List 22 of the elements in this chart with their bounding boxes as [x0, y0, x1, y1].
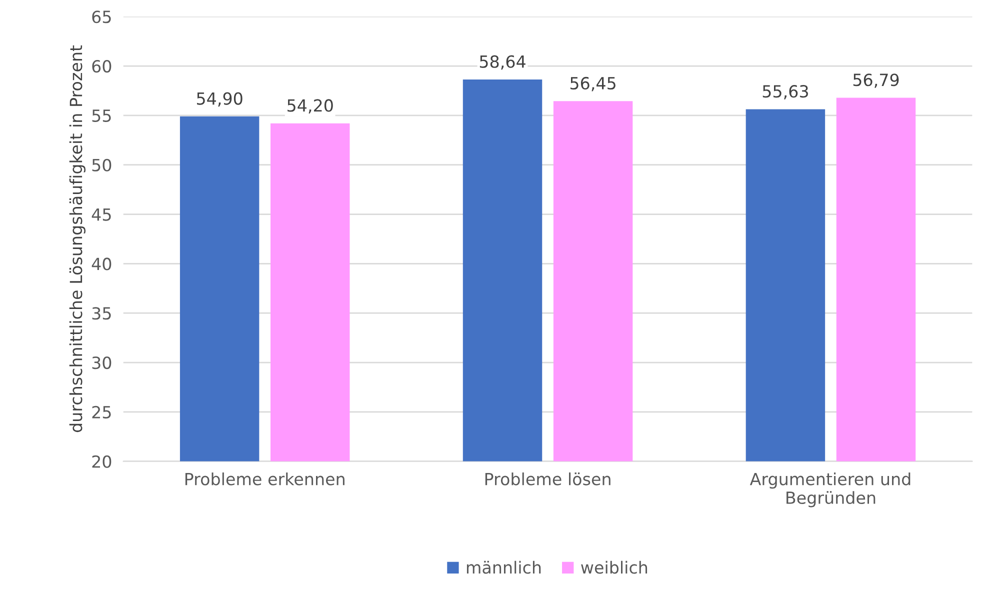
x-tick-label: Probleme lösen	[485, 472, 610, 486]
y-tick-label: 35	[92, 307, 111, 320]
data-label: 56,45	[570, 76, 616, 92]
data-label: 56,79	[853, 74, 899, 88]
x-tick-label: Probleme erkennen	[185, 472, 344, 486]
y-tick-label: 45	[92, 208, 111, 221]
y-tick-label: 60	[92, 60, 112, 73]
y-tick-label: 40	[92, 258, 112, 270]
y-tick-label: 50	[92, 158, 112, 172]
x-tick-label: Argumentieren und Begründen	[750, 472, 910, 508]
data-label: 54,90	[197, 92, 242, 107]
y-tick-label: 65	[92, 10, 111, 24]
data-label: 54,20	[288, 99, 333, 114]
data-label: 58,64	[480, 55, 526, 70]
legend-label: weiblich	[581, 560, 648, 574]
y-tick-label: 55	[92, 110, 111, 122]
y-tick-label: 25	[92, 406, 111, 419]
data-label: 55,63	[762, 85, 808, 100]
y-tick-label: 30	[92, 356, 112, 370]
legend-label: männlich	[466, 560, 541, 574]
y-axis-title: durchschnittliche Lösungshäufigkeit in Prozent	[69, 45, 86, 432]
y-tick-label: 20	[92, 455, 112, 468]
